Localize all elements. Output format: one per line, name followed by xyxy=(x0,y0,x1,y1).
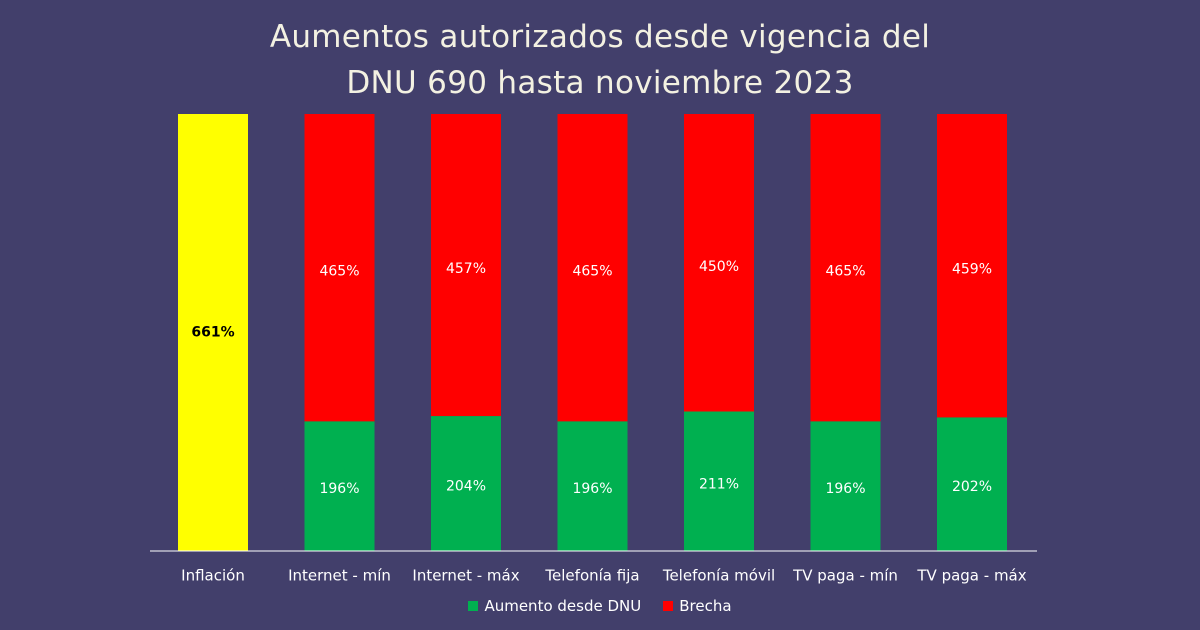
legend-swatch-increase xyxy=(468,601,479,611)
x-tick-label: TV paga - mín xyxy=(792,567,898,585)
data-label-increase: 211% xyxy=(699,476,739,492)
legend-label-increase: Aumento desde DNU xyxy=(484,597,642,615)
bar-increase xyxy=(557,421,628,551)
x-tick-label: Internet - mín xyxy=(288,567,391,585)
legend-swatch-gap xyxy=(663,601,674,611)
x-tick-label: Internet - máx xyxy=(412,567,519,585)
bar-increase xyxy=(304,421,375,551)
bar-increase xyxy=(810,421,881,551)
data-label-increase: 204% xyxy=(446,479,486,495)
chart-title-line-1: Aumentos autorizados desde vigencia del xyxy=(269,19,931,55)
chart-title: Aumentos autorizados desde vigencia del … xyxy=(0,14,1200,106)
x-tick-label: Telefonía móvil xyxy=(662,567,775,585)
data-label-gap: 465% xyxy=(319,264,359,280)
data-label-gap: 465% xyxy=(572,264,612,280)
bar-gap xyxy=(431,114,501,417)
data-label-increase: 202% xyxy=(952,479,992,495)
bar-increase xyxy=(684,411,754,551)
data-label-increase: 196% xyxy=(572,481,612,497)
x-tick-label: Telefonía fija xyxy=(544,567,639,585)
bar-increase xyxy=(431,416,501,551)
x-tick-label: Inflación xyxy=(181,567,245,585)
data-label-inflation: 661% xyxy=(191,325,234,341)
data-label-increase: 196% xyxy=(825,481,865,497)
bar-gap xyxy=(684,114,754,412)
data-label-gap: 450% xyxy=(699,259,739,275)
data-label-gap: 459% xyxy=(952,262,992,278)
legend-item-gap: Brecha xyxy=(663,597,732,615)
bar-gap xyxy=(937,114,1007,418)
legend-label-gap: Brecha xyxy=(679,597,732,615)
bar-gap xyxy=(557,114,628,422)
data-label-gap: 465% xyxy=(825,264,865,280)
chart-title-line-2: DNU 690 hasta noviembre 2023 xyxy=(346,65,854,101)
x-tick-label: TV paga - máx xyxy=(916,567,1026,585)
bar-inflation xyxy=(178,114,248,551)
data-label-increase: 196% xyxy=(319,481,359,497)
bar-gap xyxy=(810,114,881,422)
legend-item-increase: Aumento desde DNU xyxy=(468,597,641,615)
bar-increase xyxy=(937,417,1007,551)
chart-legend: Aumento desde DNU Brecha xyxy=(0,597,1200,615)
bar-gap xyxy=(304,114,375,422)
data-label-gap: 457% xyxy=(446,261,486,277)
